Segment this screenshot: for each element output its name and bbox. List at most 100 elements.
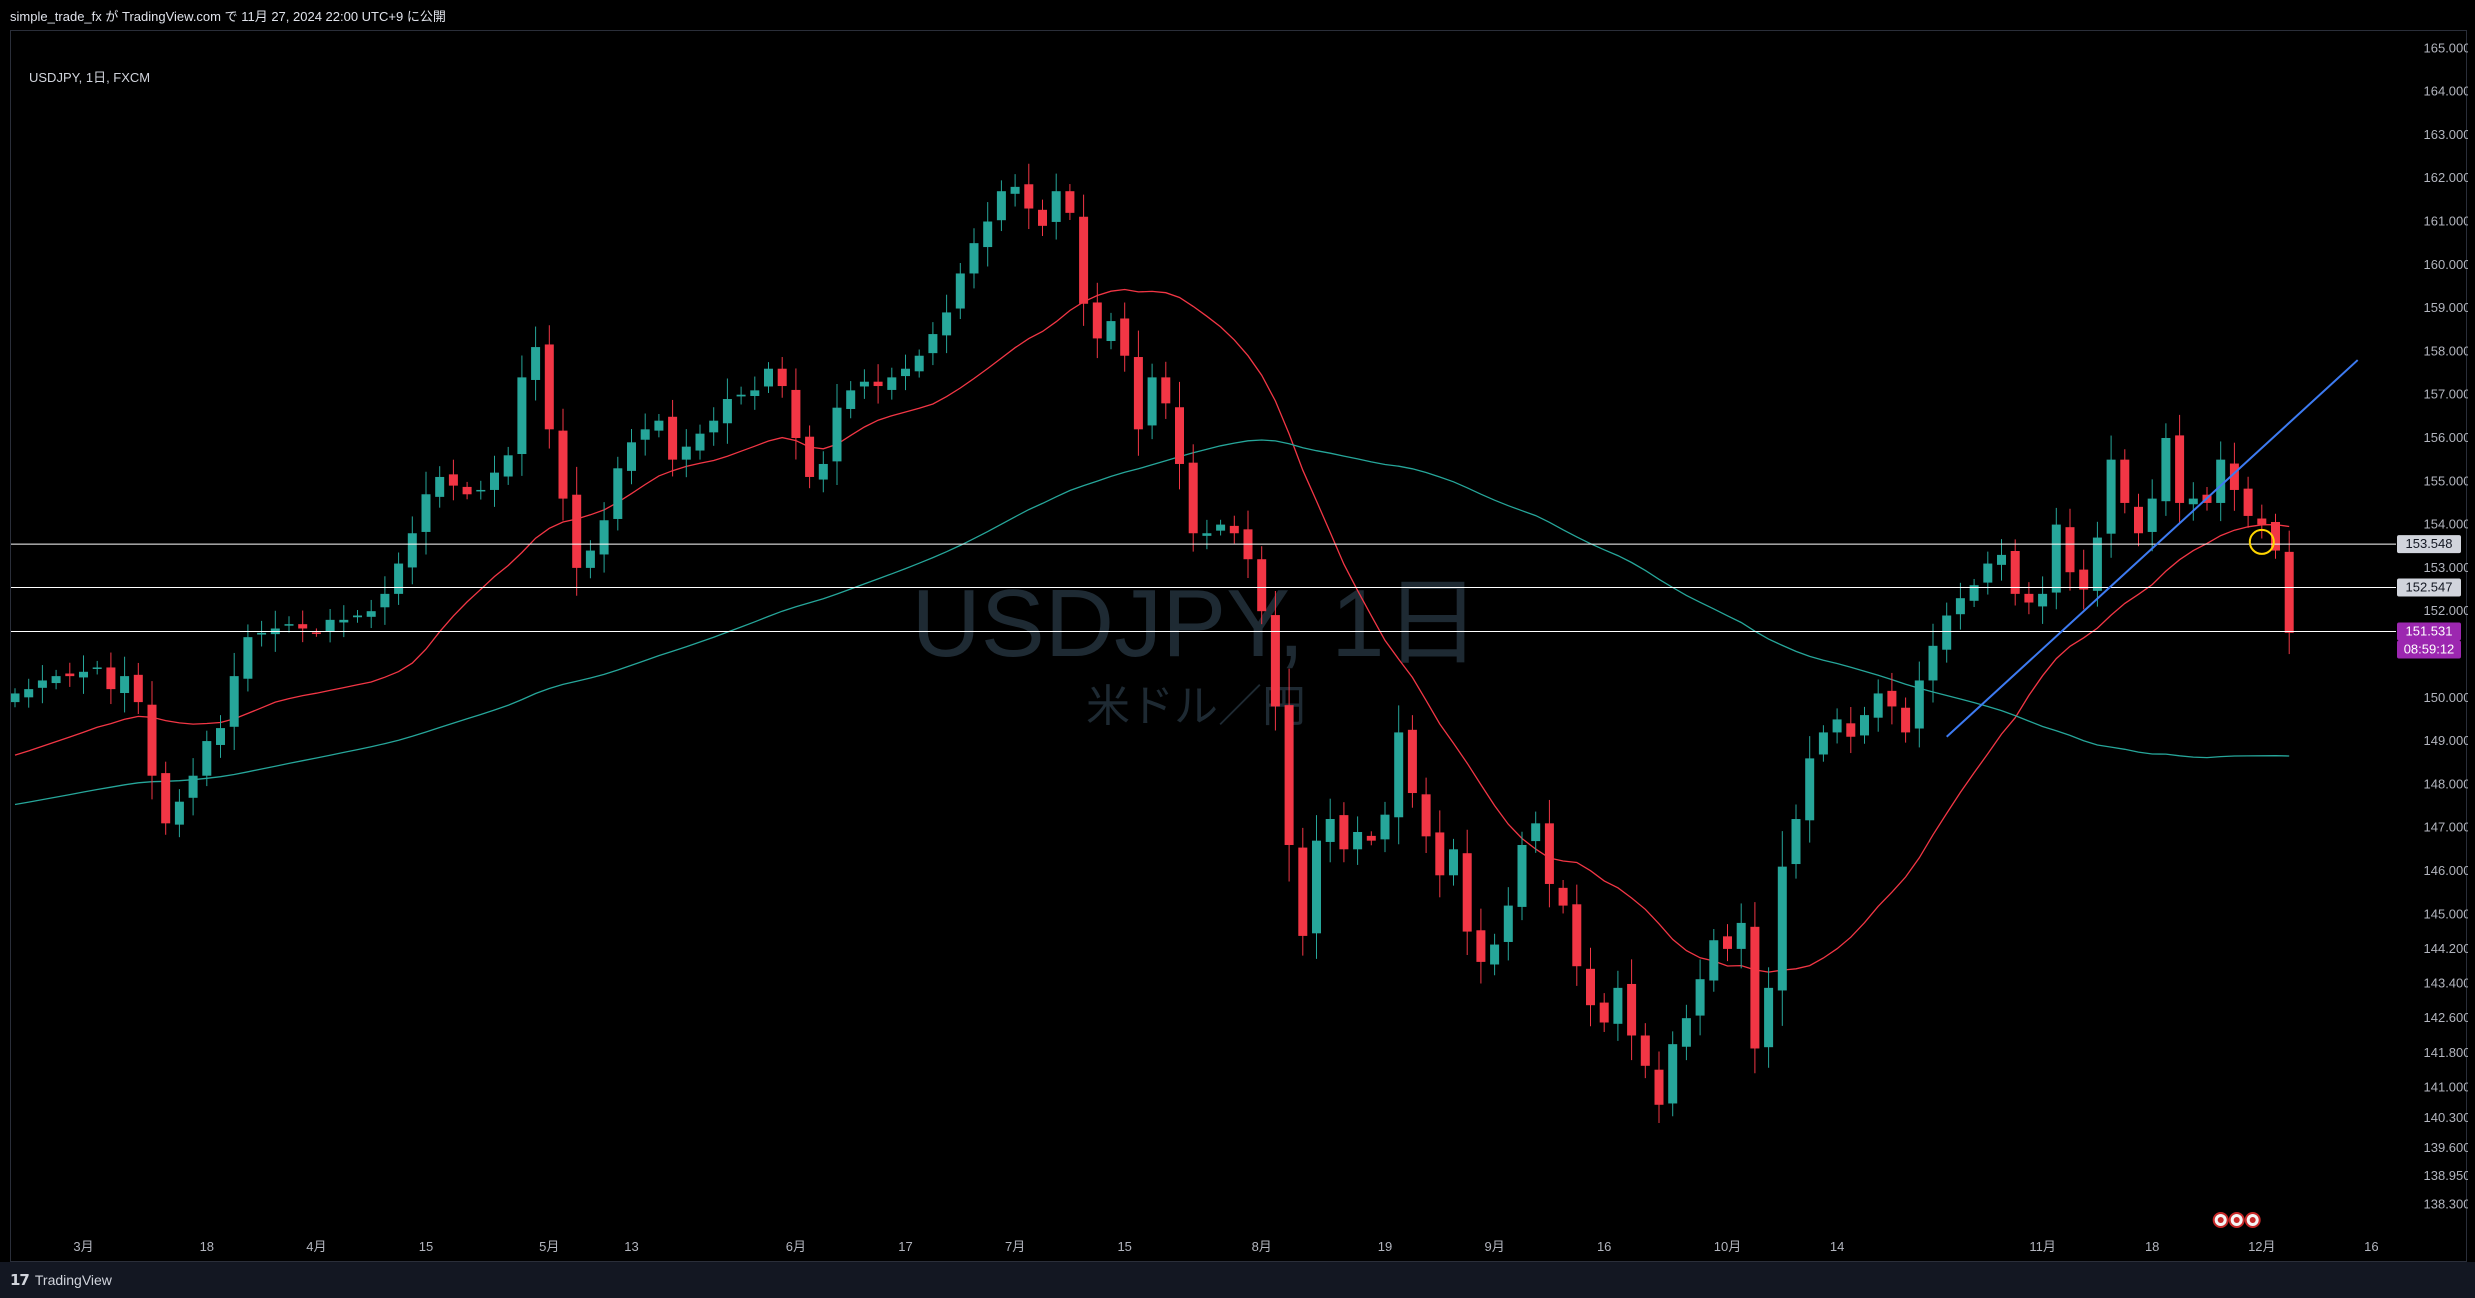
- candle-body: [1106, 321, 1116, 342]
- price-tick-label: 144.200: [2424, 941, 2469, 956]
- candle-body: [1914, 680, 1924, 729]
- candle-body: [51, 676, 61, 684]
- candle-body: [640, 429, 650, 440]
- candle-body: [1846, 723, 1856, 737]
- price-tick-label: 164.000: [2424, 84, 2469, 99]
- price-tick-label: 165.000: [2424, 40, 2469, 55]
- chart-pane[interactable]: USDJPY, 1日 米ドル／円 165.000 164.000 163.000 16…: [10, 30, 2468, 1263]
- horizontal-lines[interactable]: [11, 543, 2396, 632]
- price-tick-label: 140.300: [2424, 1110, 2469, 1125]
- candle-body: [2134, 506, 2143, 534]
- candle-body: [2257, 518, 2267, 525]
- time-tick-label: 3月: [73, 1239, 93, 1254]
- candlestick-chart[interactable]: USDJPY, 1日 米ドル／円 165.000164.000163.00016…: [11, 31, 2468, 1263]
- candle-body: [1832, 719, 1842, 733]
- candle-body: [996, 191, 1006, 221]
- candle-body: [421, 494, 431, 532]
- candle-body: [1449, 849, 1458, 876]
- candle-body: [120, 676, 130, 694]
- price-tick-label: 141.000: [2424, 1079, 2469, 1094]
- candle-body: [1558, 887, 1568, 906]
- candle-body: [2079, 569, 2089, 590]
- candle-body: [1024, 184, 1034, 209]
- countdown-label: 08:59:12: [2404, 641, 2455, 656]
- candle-body: [1723, 936, 1732, 949]
- candle-body: [1887, 690, 1897, 707]
- candle-body: [517, 377, 527, 455]
- symbol-legend[interactable]: USDJPY, 1日, FXCM: [29, 70, 151, 85]
- price-line-tag-label: 151.531: [2406, 623, 2453, 638]
- watermark-symbol: USDJPY, 1日: [911, 570, 1480, 677]
- candle-body: [1120, 318, 1130, 356]
- candle-body: [668, 416, 678, 460]
- candle-body: [572, 494, 582, 568]
- price-tick-label: 149.000: [2424, 733, 2469, 748]
- time-tick-label: 7月: [1005, 1239, 1025, 1254]
- candle-body: [1339, 815, 1349, 850]
- price-line-tag-label: 152.547: [2406, 579, 2453, 594]
- time-tick-label: 4月: [306, 1239, 326, 1254]
- tradingview-logo[interactable]: 17 TradingView: [10, 1271, 112, 1289]
- price-tick-label: 154.000: [2424, 517, 2469, 532]
- candle-body: [490, 472, 499, 490]
- candle-body: [1627, 983, 1637, 1036]
- price-tick-label: 145.000: [2424, 906, 2469, 921]
- candle-body: [1791, 819, 1801, 865]
- candle-body: [2038, 593, 2048, 607]
- event-flags[interactable]: [2212, 1212, 2261, 1228]
- trendline[interactable]: [1946, 359, 2359, 738]
- price-tick-label: 147.000: [2424, 820, 2469, 835]
- publish-info: simple_trade_fx が TradingView.com で 11月 …: [0, 0, 2475, 30]
- ma-fast-line: [14, 288, 2290, 973]
- candle-body: [1736, 922, 1746, 949]
- price-line-tag: [2397, 535, 2461, 554]
- candle-body: [1805, 758, 1815, 821]
- candle-body: [462, 486, 472, 495]
- candle-body: [1709, 940, 1719, 981]
- price-tick-label: 159.000: [2424, 300, 2469, 315]
- candle-body: [147, 704, 157, 776]
- candle-body: [1997, 554, 2006, 565]
- candle-body: [818, 463, 828, 480]
- candle-body: [558, 430, 568, 499]
- price-tick-label: 157.000: [2424, 387, 2469, 402]
- candle-body: [1764, 987, 1774, 1048]
- candle-body: [613, 468, 623, 519]
- candle-body: [407, 533, 417, 568]
- candle-body: [1490, 944, 1500, 965]
- time-tick-label: 5月: [539, 1239, 559, 1254]
- candle-body: [942, 312, 952, 336]
- candle-body: [106, 667, 116, 690]
- candle-body: [243, 637, 253, 679]
- time-axis[interactable]: 3月 18 4月 15 5月 13 6月 17 7月 15 8月 19 9月 16 10月 14 11月 18 12…: [73, 1239, 2378, 1254]
- moving-averages: [14, 288, 2290, 973]
- marker-circle: [2248, 528, 2275, 555]
- candle-body: [2243, 488, 2253, 516]
- candle-body: [873, 381, 883, 387]
- candle-body: [832, 407, 842, 462]
- event-flag-dot: [2233, 1217, 2240, 1223]
- price-tick-label: 158.000: [2424, 343, 2469, 358]
- candle-body: [1380, 814, 1390, 840]
- candle-body: [846, 390, 856, 409]
- candle-body: [1161, 377, 1171, 404]
- candle-body: [24, 689, 34, 698]
- candle-body: [2271, 521, 2280, 551]
- price-tick-label: 146.000: [2424, 863, 2469, 878]
- candle-body: [229, 676, 239, 727]
- price-tick-label: 152.000: [2424, 603, 2469, 618]
- candle-body: [174, 801, 184, 825]
- candle-body: [2229, 463, 2239, 490]
- brand-name: TradingView: [34, 1272, 112, 1288]
- price-axis[interactable]: 165.000 164.000 163.000 162.000 161.000 160.0…: [2397, 40, 2468, 1211]
- candle-body: [1928, 645, 1938, 681]
- candle-body: [1476, 930, 1486, 962]
- candle-body: [435, 476, 445, 497]
- candle-body: [1544, 823, 1554, 884]
- time-tick-label: 15: [419, 1239, 433, 1254]
- candle-body: [2120, 459, 2130, 503]
- price-tick-label: 143.400: [2424, 976, 2469, 991]
- candle-body: [92, 667, 102, 669]
- time-tick-label: 9月: [1484, 1239, 1504, 1254]
- candle-body: [284, 624, 294, 626]
